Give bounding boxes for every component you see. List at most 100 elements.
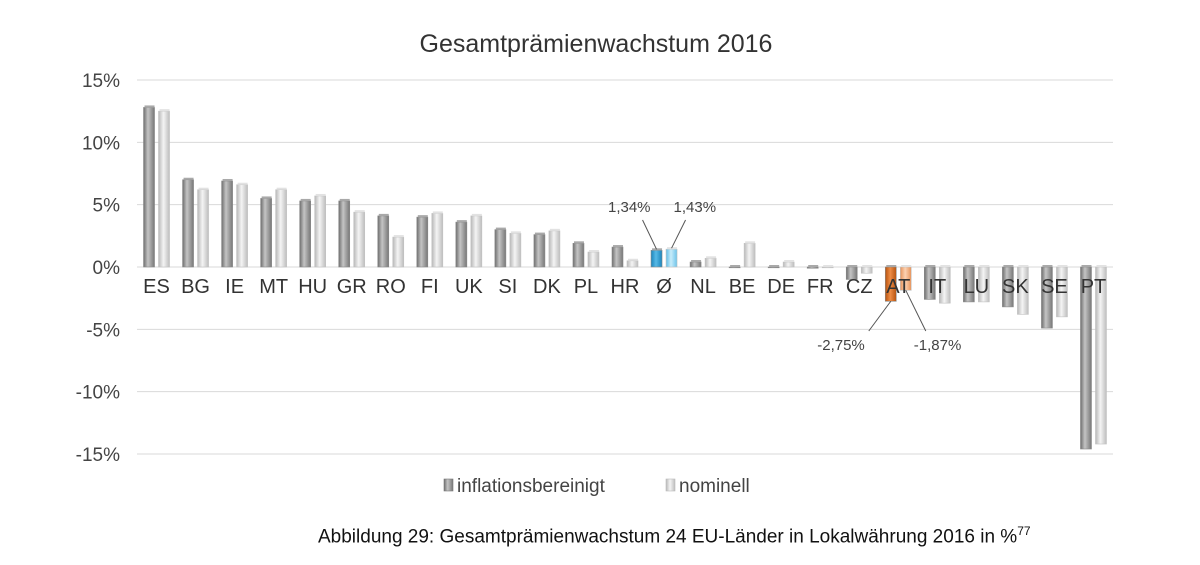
bar-inflationsbereinigt-UK: [455, 221, 468, 268]
bar-inflationsbereinigt-MT: [260, 198, 272, 268]
bar-cap: [471, 213, 482, 216]
bar-cap: [159, 109, 170, 112]
bar-cap: [510, 231, 521, 234]
x-tick-label: BE: [729, 276, 756, 298]
bar-inflationsbereinigt-HU: [299, 200, 311, 268]
bar-cap: [886, 265, 897, 267]
x-tick-label: IE: [225, 276, 244, 298]
bar-cap: [144, 105, 155, 108]
y-tick-label: 10%: [82, 133, 120, 154]
annotation-leader: [671, 219, 686, 249]
bar-cap: [261, 196, 272, 199]
bar-nominell-MT: [275, 189, 287, 268]
bar-cap: [769, 265, 780, 267]
bar-cap: [901, 265, 912, 267]
legend-label: nominell: [679, 476, 750, 497]
x-tick-label: Ø: [656, 276, 672, 298]
y-axis: 15% 10% 5% 0% -5% -10% -15%: [76, 71, 120, 466]
x-tick-label: LU: [964, 276, 990, 298]
bar-cap: [1081, 265, 1092, 267]
x-tick-label: BG: [181, 276, 210, 298]
bar-cap: [652, 248, 663, 251]
bar-nominell-RO: [392, 236, 405, 268]
bar-cap: [573, 241, 584, 244]
bar-inflationsbereinigt-IE: [221, 180, 233, 268]
bar-nominell-ES: [158, 110, 170, 268]
bar-nominell-UK: [470, 215, 483, 268]
bar-nominell-GR: [353, 211, 366, 268]
bar-cap: [549, 228, 560, 231]
bar-inflationsbereinigt-DE: [767, 266, 780, 269]
chart-title: Gesamtprämienwachstum 2016: [420, 30, 773, 58]
bar-cap: [808, 265, 819, 267]
bar-inflationsbereinigt-SI: [494, 229, 507, 268]
x-tick-label: PT: [1081, 276, 1107, 298]
y-tick-label: 0%: [93, 258, 121, 279]
bar-nominell-BE: [743, 243, 756, 268]
bar-cap: [237, 182, 248, 185]
bar-nominell-FR: [821, 266, 834, 269]
x-tick-label: SE: [1041, 276, 1068, 298]
bar-cap: [354, 210, 365, 213]
bars: [143, 105, 1107, 450]
bar-inflationsbereinigt-RO: [377, 215, 390, 268]
bar-cap: [378, 213, 389, 216]
bar-cap: [1018, 265, 1029, 267]
bar-nominell-SI: [509, 233, 522, 268]
bar-nominell-NL: [704, 257, 717, 268]
x-tick-label: NL: [690, 276, 716, 298]
bar-cap: [1057, 265, 1068, 267]
data-label: 1,34%: [608, 199, 651, 216]
bar-nominell-BG: [197, 189, 209, 268]
bar-inflationsbereinigt-FR: [806, 266, 819, 269]
bar-cap: [964, 265, 975, 267]
y-tick-label: -10%: [76, 383, 120, 404]
y-tick-label: 5%: [93, 196, 121, 217]
bar-cap: [745, 241, 756, 244]
bar-cap: [495, 227, 506, 230]
bar-nominell-IE: [236, 184, 248, 268]
bar-cap: [534, 232, 545, 235]
y-tick-label: -15%: [76, 445, 120, 466]
bar-nominell-CZ: [860, 266, 873, 274]
bar-cap: [456, 220, 467, 223]
bar-cap: [393, 235, 404, 238]
bar-inflationsbereinigt-Ø: [650, 249, 663, 268]
bar-inflationsbereinigt-BE: [728, 266, 741, 269]
data-label: -1,87%: [914, 337, 962, 354]
x-tick-label: PL: [574, 276, 598, 298]
x-tick-label: DK: [533, 276, 561, 298]
x-tick-label: HR: [611, 276, 640, 298]
annotation-leader: [905, 290, 927, 332]
x-tick-label: MT: [259, 276, 288, 298]
bar-inflationsbereinigt-PL: [572, 243, 585, 268]
bar-inflationsbereinigt-HR: [611, 246, 624, 268]
x-tick-label: SI: [498, 276, 517, 298]
bar-cap: [823, 265, 834, 267]
bar-nominell-DE: [782, 261, 795, 268]
bar-cap: [588, 250, 599, 253]
bar-cap: [691, 260, 702, 263]
x-tick-label: SK: [1002, 276, 1029, 298]
x-tick-label: CZ: [846, 276, 873, 298]
x-tick-label: UK: [455, 276, 483, 298]
x-tick-label: AT: [886, 276, 910, 298]
bar-nominell-HR: [626, 260, 639, 268]
data-label: -2,75%: [817, 337, 865, 354]
y-tick-label: -5%: [86, 320, 120, 341]
figure-caption: Abbildung 29: Gesamtprämienwachstum 24 E…: [318, 524, 1031, 548]
caption-footnote: 77: [1017, 524, 1031, 538]
legend: inflationsbereinigt nominell: [443, 476, 750, 497]
bar-inflationsbereinigt-DK: [533, 234, 546, 268]
x-tick-label: FI: [421, 276, 439, 298]
bar-cap: [276, 187, 287, 190]
bar-cap: [1096, 265, 1107, 267]
annotation-leader: [642, 219, 657, 250]
bar-nominell-FI: [431, 213, 444, 268]
bar-inflationsbereinigt-GR: [338, 200, 351, 268]
legend-label: inflationsbereinigt: [457, 476, 606, 497]
bar-nominell-HU: [314, 195, 326, 268]
bar-cap: [1003, 265, 1014, 267]
bar-cap: [417, 215, 428, 218]
bar-cap: [300, 198, 311, 201]
